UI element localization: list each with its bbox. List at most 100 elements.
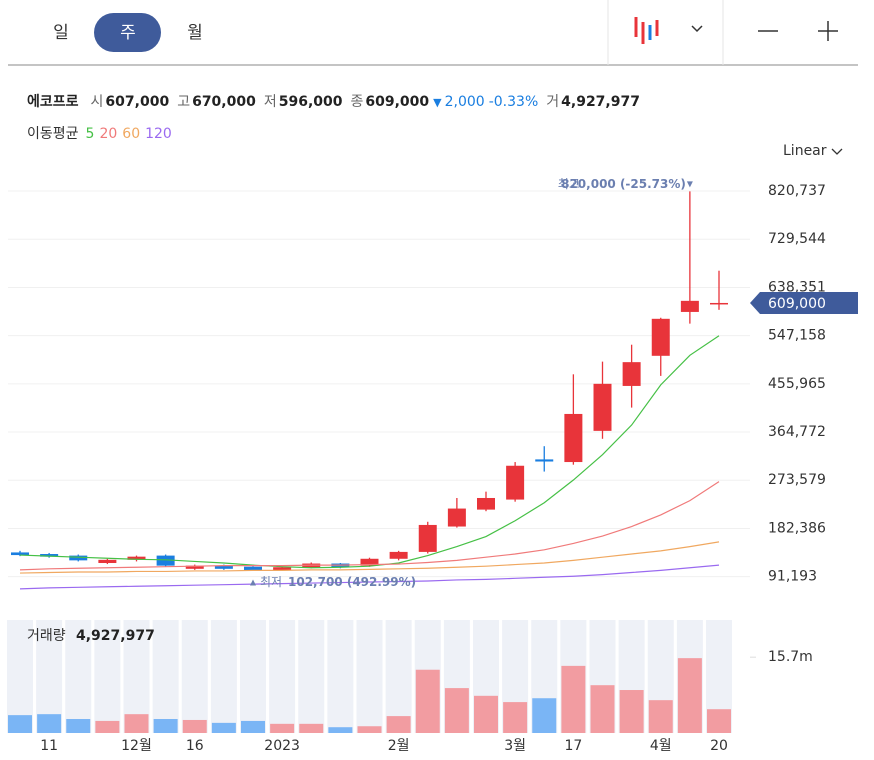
ma-legend-title: 이동평균 bbox=[27, 126, 79, 142]
volume-bar bbox=[648, 700, 673, 733]
scale-mode[interactable]: Linear bbox=[783, 143, 827, 159]
x-tick-label: 3월 bbox=[504, 738, 526, 754]
volume-bar bbox=[474, 695, 498, 733]
legend-entry[interactable]: 120 bbox=[145, 126, 172, 142]
volume-bar bbox=[503, 702, 528, 733]
y-tick-label: 364,772 bbox=[768, 424, 826, 440]
volume: 4,927,977 bbox=[561, 94, 640, 110]
candle-body bbox=[244, 566, 262, 571]
open: 607,000 bbox=[105, 94, 170, 110]
volume-column-bg bbox=[269, 620, 296, 733]
tab[interactable]: 일 bbox=[53, 23, 69, 43]
volume-bar bbox=[386, 716, 411, 733]
tab-active[interactable]: 주 bbox=[120, 23, 136, 43]
high-annotation-label: 최고 bbox=[558, 177, 580, 191]
ma-legend: 이동평균 5 20 60 120 bbox=[27, 123, 172, 143]
ma-line bbox=[19, 335, 720, 569]
volume-column-bg bbox=[210, 620, 237, 733]
candle-body bbox=[622, 362, 641, 386]
zoom-in[interactable] bbox=[818, 21, 838, 41]
ma-line bbox=[19, 481, 720, 571]
x-tick-label: 16 bbox=[186, 738, 204, 754]
x-tick-label: 20 bbox=[710, 738, 728, 754]
volume-bar bbox=[241, 720, 265, 733]
x-tick-label: 4월 bbox=[650, 738, 672, 754]
y-tick-label: 182,386 bbox=[768, 520, 826, 536]
volume-column-bg bbox=[94, 620, 121, 733]
high-annotation: 820,000 (-25.73%) bbox=[561, 177, 686, 191]
volume-bar bbox=[590, 685, 615, 733]
y-tick-label: 820,737 bbox=[768, 183, 826, 199]
volume-bar bbox=[415, 669, 440, 733]
legend-entry[interactable]: 20 bbox=[99, 126, 118, 142]
volume-column-bg bbox=[65, 620, 92, 733]
volume-bar bbox=[299, 723, 324, 733]
legend-entry[interactable]: 5 bbox=[85, 126, 95, 142]
volume-bar bbox=[37, 714, 62, 733]
y-tick-label: 273,579 bbox=[768, 472, 826, 488]
volume-column-bg bbox=[152, 620, 179, 733]
ma-line bbox=[19, 541, 720, 574]
volume-column-bg bbox=[385, 620, 412, 733]
candle-body bbox=[69, 555, 88, 561]
label: 종 bbox=[350, 94, 364, 110]
candle-body bbox=[389, 551, 408, 559]
volume-bar bbox=[532, 698, 557, 733]
volume-bar bbox=[8, 715, 32, 733]
high: 670,000 bbox=[192, 94, 256, 110]
low-marker bbox=[250, 579, 256, 586]
change-pct: -0.33% bbox=[488, 94, 539, 110]
x-tick-label: 11 bbox=[40, 738, 58, 754]
volume-bar bbox=[153, 718, 178, 733]
candle-body bbox=[593, 383, 612, 431]
label: 고 bbox=[177, 94, 191, 110]
volume-title: 거래량 bbox=[27, 628, 66, 644]
low-annotation: 102,700 (492.99%) bbox=[288, 575, 416, 589]
candle-body bbox=[680, 300, 699, 312]
price-tag bbox=[750, 291, 858, 314]
label: 거 bbox=[546, 94, 560, 110]
candle-body bbox=[185, 565, 204, 569]
chart-type-icon[interactable] bbox=[634, 17, 659, 44]
tab[interactable]: 월 bbox=[187, 23, 203, 43]
volume-bar bbox=[95, 720, 120, 733]
volume-bar bbox=[357, 726, 382, 733]
volume-bar bbox=[328, 727, 353, 733]
ma-line bbox=[19, 564, 720, 590]
volume-column-bg bbox=[240, 620, 266, 733]
candle-body bbox=[360, 558, 379, 566]
down-arrow: ▼ bbox=[433, 96, 442, 109]
y-tick-label: 455,965 bbox=[768, 376, 826, 392]
x-tick-label: 2023 bbox=[264, 738, 300, 754]
legend-entry[interactable]: 60 bbox=[122, 126, 141, 142]
y-tick-label: 547,158 bbox=[768, 328, 826, 344]
volume-bar bbox=[619, 690, 644, 733]
candle-body bbox=[506, 465, 525, 500]
volume-column-bg bbox=[181, 620, 208, 733]
volume-bar bbox=[182, 719, 207, 733]
candle-body bbox=[477, 497, 495, 510]
info-row: 에코프로 시 607,000 고 670,000 저 596,000 종 609,000… bbox=[27, 91, 640, 111]
volume-bar bbox=[211, 722, 236, 733]
scale-chevron[interactable] bbox=[831, 148, 843, 155]
y-tick-label: 91,193 bbox=[768, 569, 817, 585]
stock-name: 에코프로 bbox=[27, 94, 79, 110]
y-tick-label: 729,544 bbox=[768, 231, 826, 247]
volume-column-bg bbox=[298, 620, 325, 733]
high-marker bbox=[686, 181, 693, 188]
candle-body bbox=[98, 559, 117, 564]
dropdown-chevron[interactable] bbox=[691, 25, 703, 33]
volume-bar bbox=[444, 688, 469, 733]
volume-bar bbox=[677, 658, 702, 733]
active-tab-pill[interactable] bbox=[94, 13, 161, 52]
low-annotation-label: 최저 bbox=[260, 575, 282, 589]
low: 596,000 bbox=[278, 94, 343, 110]
volume-bar bbox=[270, 723, 295, 733]
x-tick-label: 2월 bbox=[388, 738, 410, 754]
candle-body bbox=[710, 302, 728, 305]
candle-body bbox=[418, 524, 437, 552]
candle-body bbox=[651, 318, 670, 356]
candle-body bbox=[127, 556, 146, 560]
